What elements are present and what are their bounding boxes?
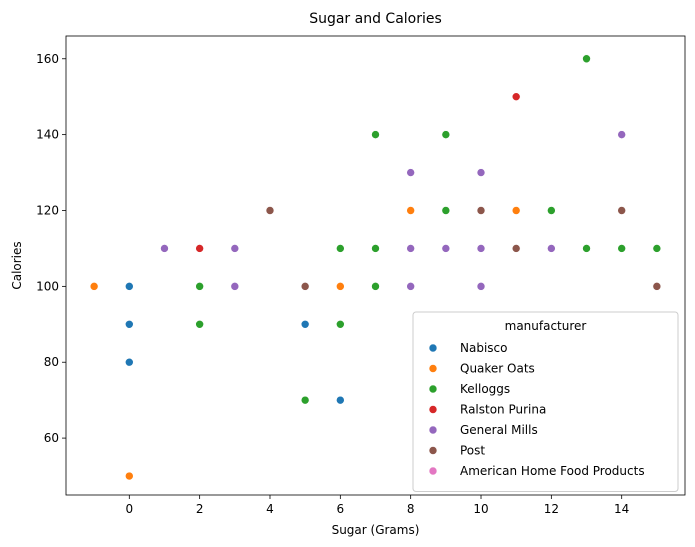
legend-title: manufacturer xyxy=(505,319,587,333)
point-kelloggs xyxy=(652,244,662,253)
x-axis: 0 2 4 6 8 10 12 14 xyxy=(125,495,629,516)
x-tick-label: 10 xyxy=(473,502,488,516)
legend-marker xyxy=(428,384,438,394)
y-tick-label: 60 xyxy=(44,431,59,445)
point-general-mills xyxy=(406,168,415,177)
point-ralston-purina xyxy=(195,244,204,253)
point-general-mills xyxy=(406,244,415,253)
point-kelloggs xyxy=(582,244,591,253)
point-quaker-oats xyxy=(336,282,345,291)
legend-label: General Mills xyxy=(460,423,538,437)
point-general-mills xyxy=(476,244,486,253)
x-axis-label: Sugar (Grams) xyxy=(332,523,420,537)
legend-marker xyxy=(428,425,438,435)
x-tick-label: 0 xyxy=(125,502,133,516)
point-post xyxy=(511,244,521,253)
legend-marker xyxy=(428,446,438,455)
point-post xyxy=(617,206,626,215)
point-kelloggs xyxy=(336,244,345,253)
point-general-mills xyxy=(476,168,486,177)
legend-marker xyxy=(428,364,438,373)
legend-label: Ralston Purina xyxy=(460,403,546,417)
point-general-mills xyxy=(160,244,169,253)
point-nabisco xyxy=(336,395,345,405)
point-nabisco xyxy=(125,357,134,367)
point-kelloggs xyxy=(441,206,451,215)
y-tick-label: 140 xyxy=(36,128,59,142)
legend-label: Post xyxy=(460,444,485,458)
x-tick-label: 8 xyxy=(407,502,415,516)
point-general-mills xyxy=(547,244,556,253)
y-tick-label: 100 xyxy=(36,279,59,293)
y-axis: 60 80 100 120 140 160 xyxy=(36,52,66,445)
point-kelloggs xyxy=(371,282,380,291)
point-kelloggs xyxy=(582,54,591,64)
point-quaker-oats xyxy=(406,206,415,215)
legend-marker xyxy=(428,405,438,414)
point-general-mills xyxy=(406,282,415,291)
point-quaker-oats xyxy=(511,206,521,215)
point-kelloggs xyxy=(617,244,626,253)
point-post xyxy=(476,206,486,215)
point-nabisco xyxy=(125,282,134,291)
point-general-mills xyxy=(617,130,626,139)
point-quaker-oats xyxy=(89,282,99,291)
legend-label: American Home Food Products xyxy=(460,464,645,478)
point-general-mills xyxy=(230,282,240,291)
point-kelloggs xyxy=(195,319,204,329)
point-post xyxy=(300,282,310,291)
point-kelloggs xyxy=(195,282,204,291)
x-tick-label: 4 xyxy=(266,502,274,516)
plot-frame xyxy=(65,35,686,496)
legend-box xyxy=(412,311,679,492)
y-tick-label: 160 xyxy=(36,52,59,66)
point-kelloggs xyxy=(371,130,380,139)
point-nabisco xyxy=(300,319,310,329)
point-general-mills xyxy=(441,244,451,253)
legend-items: Nabisco Quaker Oats Kelloggs Ralston Purina… xyxy=(428,341,645,478)
legend-label: Nabisco xyxy=(460,341,507,355)
legend-marker xyxy=(428,466,438,476)
point-general-mills xyxy=(230,244,240,253)
point-kelloggs xyxy=(336,319,345,329)
y-tick-label: 80 xyxy=(44,355,59,369)
point-general-mills xyxy=(476,282,486,291)
point-ralston-purina xyxy=(511,92,521,101)
point-kelloggs xyxy=(371,244,380,253)
y-tick-label: 120 xyxy=(36,203,59,217)
point-post xyxy=(652,282,662,291)
x-tick-label: 6 xyxy=(337,502,345,516)
legend-label: Quaker Oats xyxy=(460,362,535,376)
point-kelloggs xyxy=(547,206,556,215)
x-tick-label: 14 xyxy=(614,502,629,516)
point-kelloggs xyxy=(441,130,451,139)
point-post xyxy=(265,206,275,215)
x-tick-label: 12 xyxy=(544,502,559,516)
point-nabisco xyxy=(125,319,134,329)
x-tick-label: 2 xyxy=(196,502,204,516)
point-quaker-oats xyxy=(125,471,134,481)
legend: manufacturer Nabisco Quaker Oats Kelloggs R… xyxy=(412,311,679,492)
chart-title: Sugar and Calories xyxy=(309,11,442,27)
y-axis-label: Calories xyxy=(10,241,24,289)
legend-label: Kelloggs xyxy=(460,382,510,396)
legend-marker xyxy=(428,343,438,353)
point-kelloggs xyxy=(300,395,310,405)
data-points xyxy=(89,54,662,481)
